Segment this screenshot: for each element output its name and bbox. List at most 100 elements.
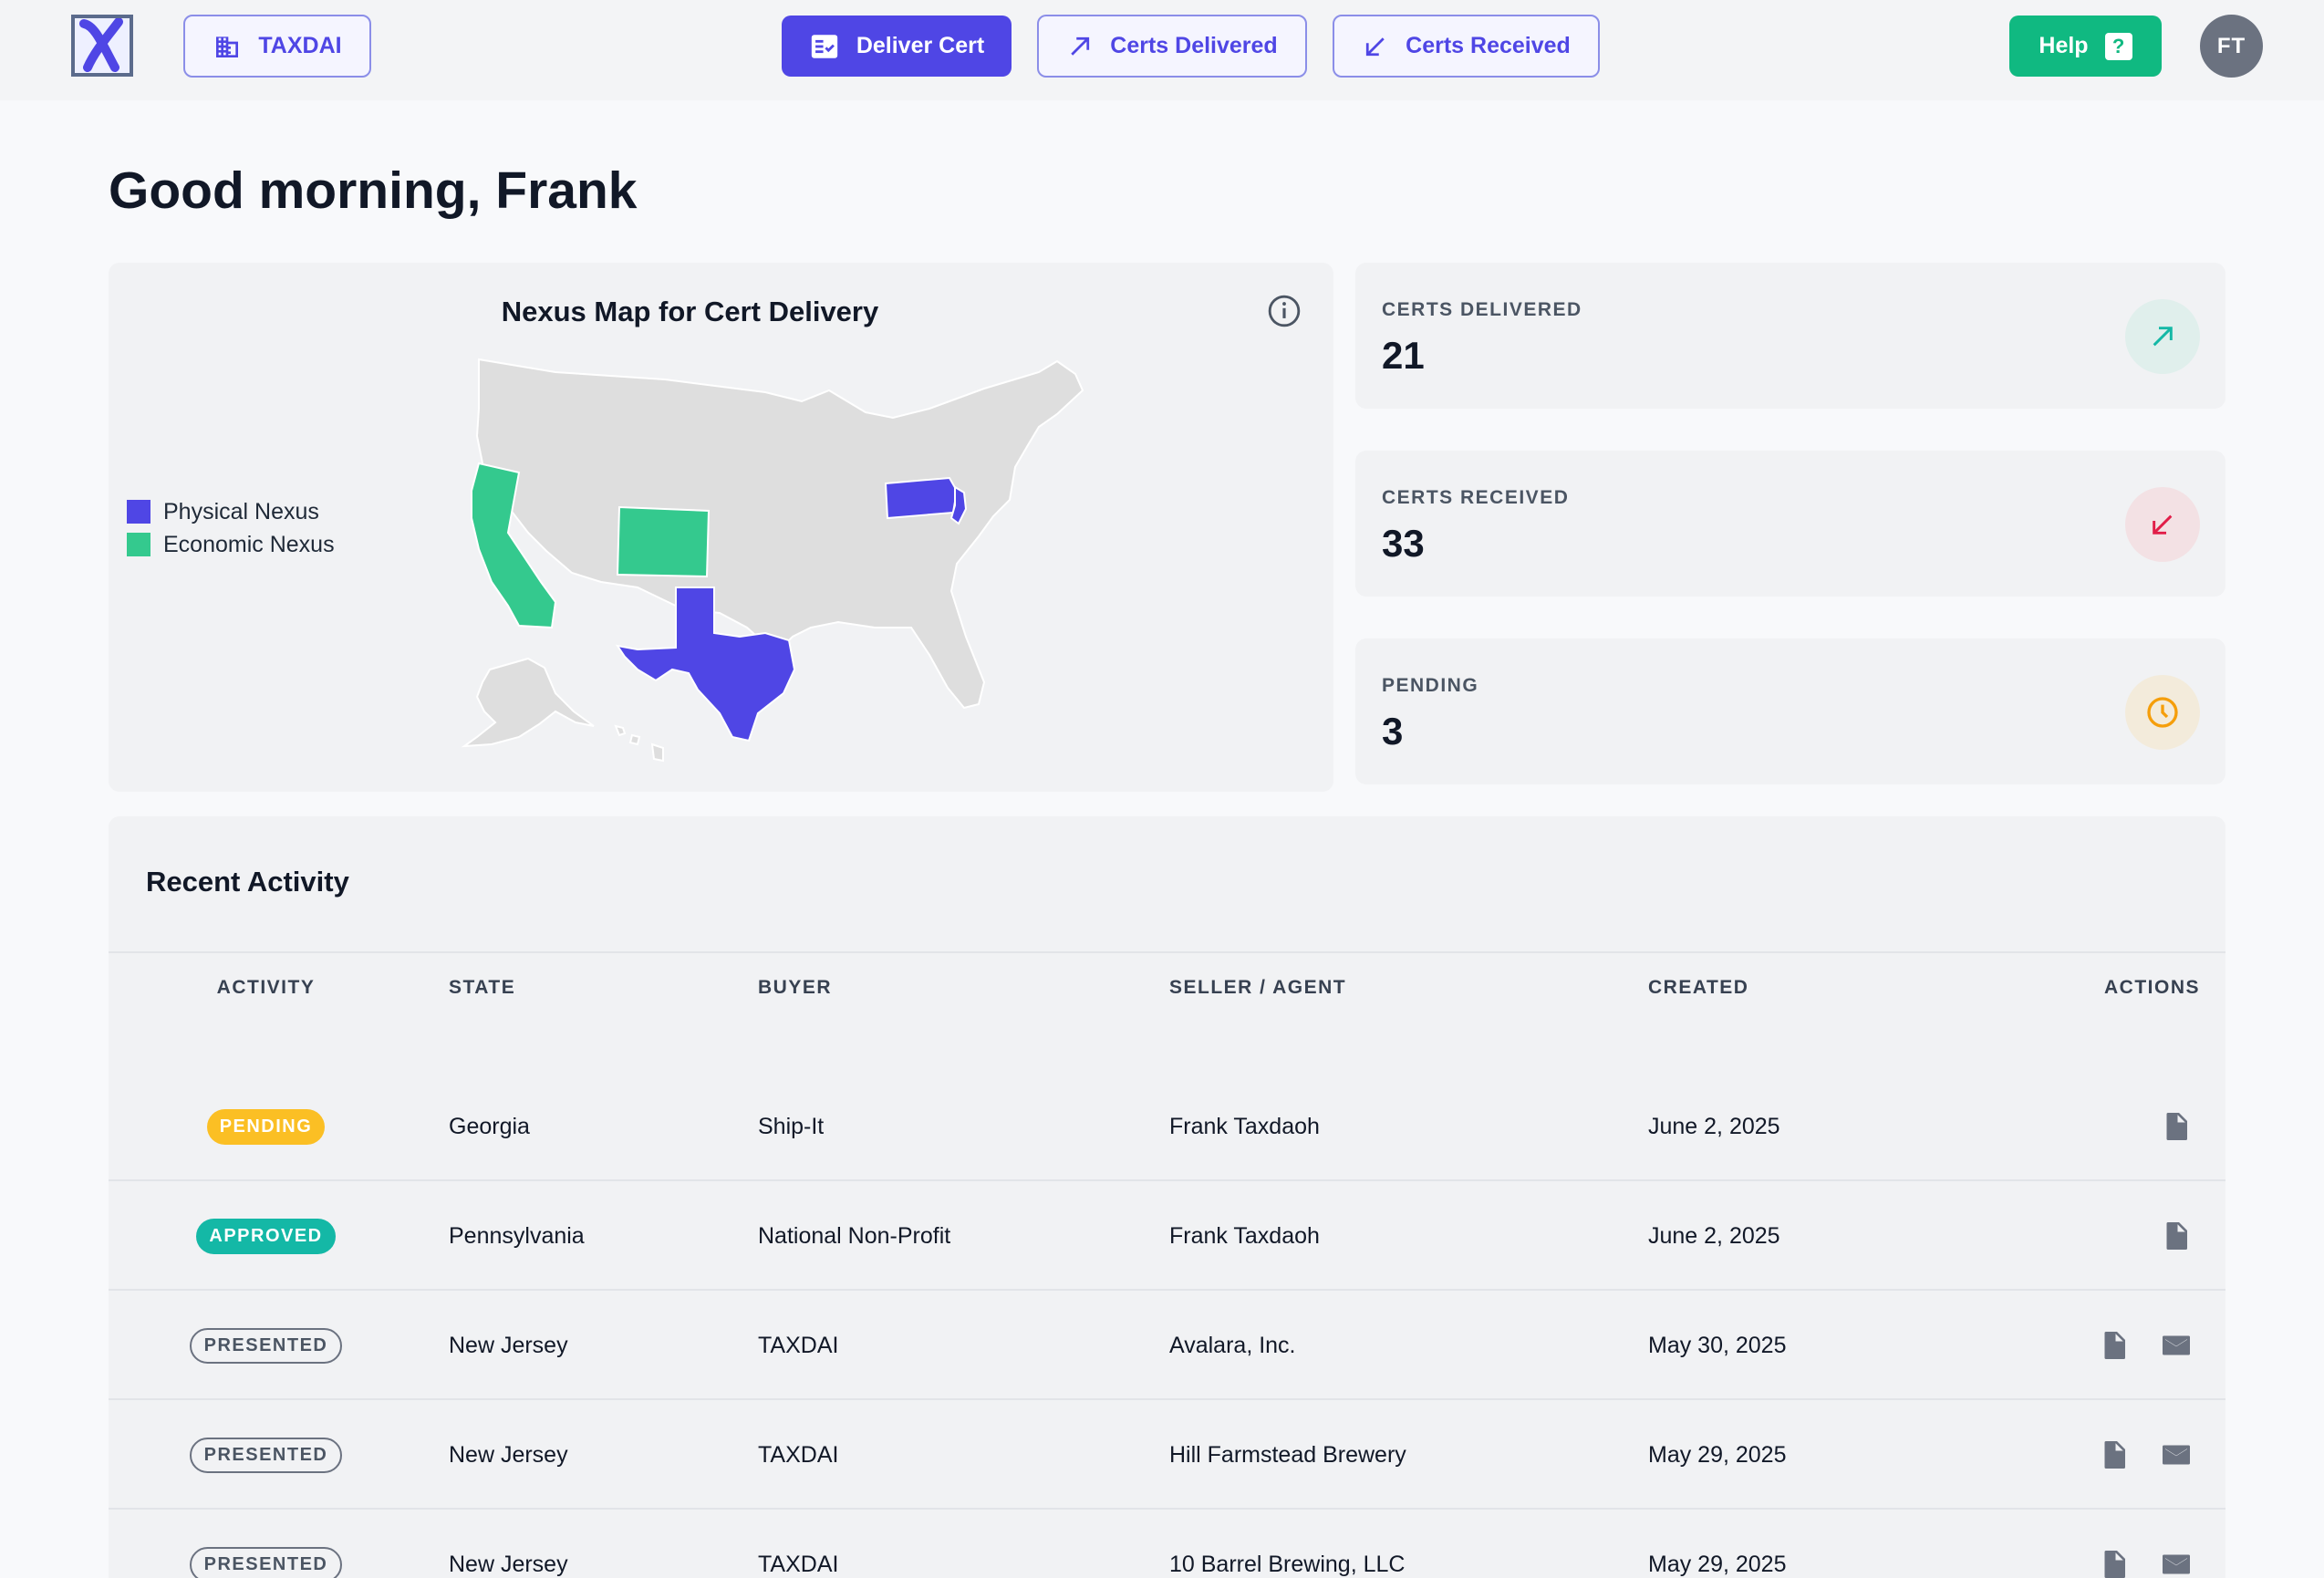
recent-activity-card: Recent Activity ACTIVITY STATE BUYER SEL… [109, 816, 2225, 1578]
stat-icon-container [2125, 487, 2200, 562]
building-icon [216, 36, 239, 57]
deliver-cert-button[interactable]: Deliver Cert [782, 16, 1012, 77]
user-avatar[interactable]: FT [2200, 15, 2263, 78]
column-header-actions: ACTIONS [2104, 977, 2200, 998]
map-state-california [471, 462, 557, 629]
buyer-cell: TAXDAI [758, 1551, 839, 1577]
logo-x-icon [79, 18, 123, 72]
status-badge: PRESENTED [189, 1437, 343, 1473]
buyer-cell: TAXDAI [758, 1332, 839, 1358]
nexus-map-card: Nexus Map for Cert Delivery Physical Nex… [109, 263, 1333, 792]
activity-cell: PRESENTED [109, 1400, 423, 1510]
map-state-hawaii [614, 724, 664, 763]
certs-delivered-button[interactable]: Certs Delivered [1037, 15, 1307, 78]
state-cell: New Jersey [449, 1332, 568, 1358]
table-row[interactable]: PRESENTED New Jersey TAXDAI 10 Barrel Br… [109, 1510, 2225, 1578]
table-row[interactable]: PRESENTED New Jersey TAXDAI Hill Farmste… [109, 1400, 2225, 1510]
state-cell: New Jersey [449, 1441, 568, 1468]
column-header-buyer: BUYER [758, 977, 833, 998]
table-row[interactable]: PENDING Georgia Ship-It Frank Taxdaoh Ju… [109, 1072, 2225, 1181]
seller-cell: Avalara, Inc. [1169, 1332, 1296, 1358]
seller-cell: 10 Barrel Brewing, LLC [1169, 1551, 1406, 1577]
stat-value: 33 [1382, 522, 1425, 565]
mail-icon[interactable] [2160, 1548, 2193, 1578]
stat-label: CERTS DELIVERED [1382, 299, 1582, 320]
certs-delivered-label: Certs Delivered [1110, 33, 1278, 58]
row-actions [2160, 1181, 2193, 1291]
help-label: Help [2039, 33, 2089, 58]
arrow-down-left-icon [1366, 36, 1385, 56]
created-cell: May 29, 2025 [1648, 1551, 1787, 1577]
arrow-up-right-icon [2153, 327, 2173, 347]
map-state-colorado [616, 505, 711, 578]
legend-swatch-economic [127, 533, 150, 556]
status-badge: PENDING [206, 1108, 326, 1145]
state-cell: Georgia [449, 1113, 530, 1139]
organization-button[interactable]: TAXDAI [183, 15, 371, 78]
seller-cell: Frank Taxdaoh [1169, 1113, 1320, 1139]
map-state-other [475, 358, 1084, 710]
info-icon[interactable] [1267, 294, 1302, 328]
recent-activity-title: Recent Activity [146, 866, 349, 898]
row-actions [2160, 1072, 2193, 1181]
column-header-created: CREATED [1648, 977, 1749, 998]
clock-icon [2147, 697, 2178, 728]
mail-icon[interactable] [2160, 1329, 2193, 1362]
status-badge: APPROVED [196, 1218, 336, 1254]
mail-icon[interactable] [2160, 1438, 2193, 1471]
legend-label-physical: Physical Nexus [163, 498, 319, 524]
status-badge: PRESENTED [189, 1546, 343, 1578]
stat-icon-container [2125, 299, 2200, 374]
activity-cell: PRESENTED [109, 1291, 423, 1400]
document-icon[interactable] [2160, 1220, 2193, 1252]
created-cell: May 29, 2025 [1648, 1441, 1787, 1468]
stat-label: PENDING [1382, 675, 1479, 696]
buyer-cell: National Non-Profit [758, 1222, 951, 1249]
stat-value: 21 [1382, 334, 1425, 377]
buyer-cell: Ship-It [758, 1113, 825, 1139]
column-header-state: STATE [449, 977, 516, 998]
certs-received-button[interactable]: Certs Received [1333, 15, 1600, 78]
help-button[interactable]: Help ? [2009, 16, 2162, 77]
checklist-icon [811, 34, 837, 58]
stat-card-certs-delivered[interactable]: CERTS DELIVERED 21 [1355, 263, 2225, 409]
table-divider [109, 951, 2225, 953]
stat-card-certs-received[interactable]: CERTS RECEIVED 33 [1355, 451, 2225, 597]
app-logo[interactable] [71, 15, 133, 77]
document-icon[interactable] [2160, 1110, 2193, 1143]
status-badge: PRESENTED [189, 1327, 343, 1364]
greeting-heading: Good morning, Frank [109, 161, 638, 220]
arrow-up-right-icon [1071, 36, 1090, 56]
table-row[interactable]: PRESENTED New Jersey TAXDAI Avalara, Inc… [109, 1291, 2225, 1400]
map-state-pennsylvania [884, 476, 959, 520]
legend-item-physical: Physical Nexus [127, 495, 335, 528]
map-state-texas [615, 587, 796, 742]
created-cell: June 2, 2025 [1648, 1113, 1780, 1139]
legend-item-economic: Economic Nexus [127, 528, 335, 561]
column-header-activity: ACTIVITY [216, 977, 316, 998]
us-nexus-map [461, 358, 1084, 763]
document-icon[interactable] [2098, 1438, 2131, 1471]
map-state-new-jersey [949, 485, 968, 525]
state-cell: Pennsylvania [449, 1222, 585, 1249]
table-row[interactable]: APPROVED Pennsylvania National Non-Profi… [109, 1181, 2225, 1291]
help-question-icon: ? [2104, 32, 2132, 60]
buyer-cell: TAXDAI [758, 1441, 839, 1468]
row-actions [2098, 1400, 2193, 1510]
deliver-cert-label: Deliver Cert [856, 33, 985, 58]
nexus-map-title: Nexus Map for Cert Delivery [501, 296, 879, 327]
created-cell: June 2, 2025 [1648, 1222, 1780, 1249]
legend-label-economic: Economic Nexus [163, 531, 335, 557]
document-icon[interactable] [2098, 1329, 2131, 1362]
map-state-alaska [461, 657, 595, 748]
column-header-seller-agent: SELLER / AGENT [1169, 977, 1347, 998]
state-cell: New Jersey [449, 1551, 568, 1577]
document-icon[interactable] [2098, 1548, 2131, 1578]
activity-cell: APPROVED [109, 1181, 423, 1291]
map-legend: Physical Nexus Economic Nexus [127, 495, 335, 561]
stat-card-pending[interactable]: PENDING 3 [1355, 638, 2225, 784]
certs-received-label: Certs Received [1406, 33, 1571, 58]
row-actions [2098, 1291, 2193, 1400]
row-actions [2098, 1510, 2193, 1578]
created-cell: May 30, 2025 [1648, 1332, 1787, 1358]
